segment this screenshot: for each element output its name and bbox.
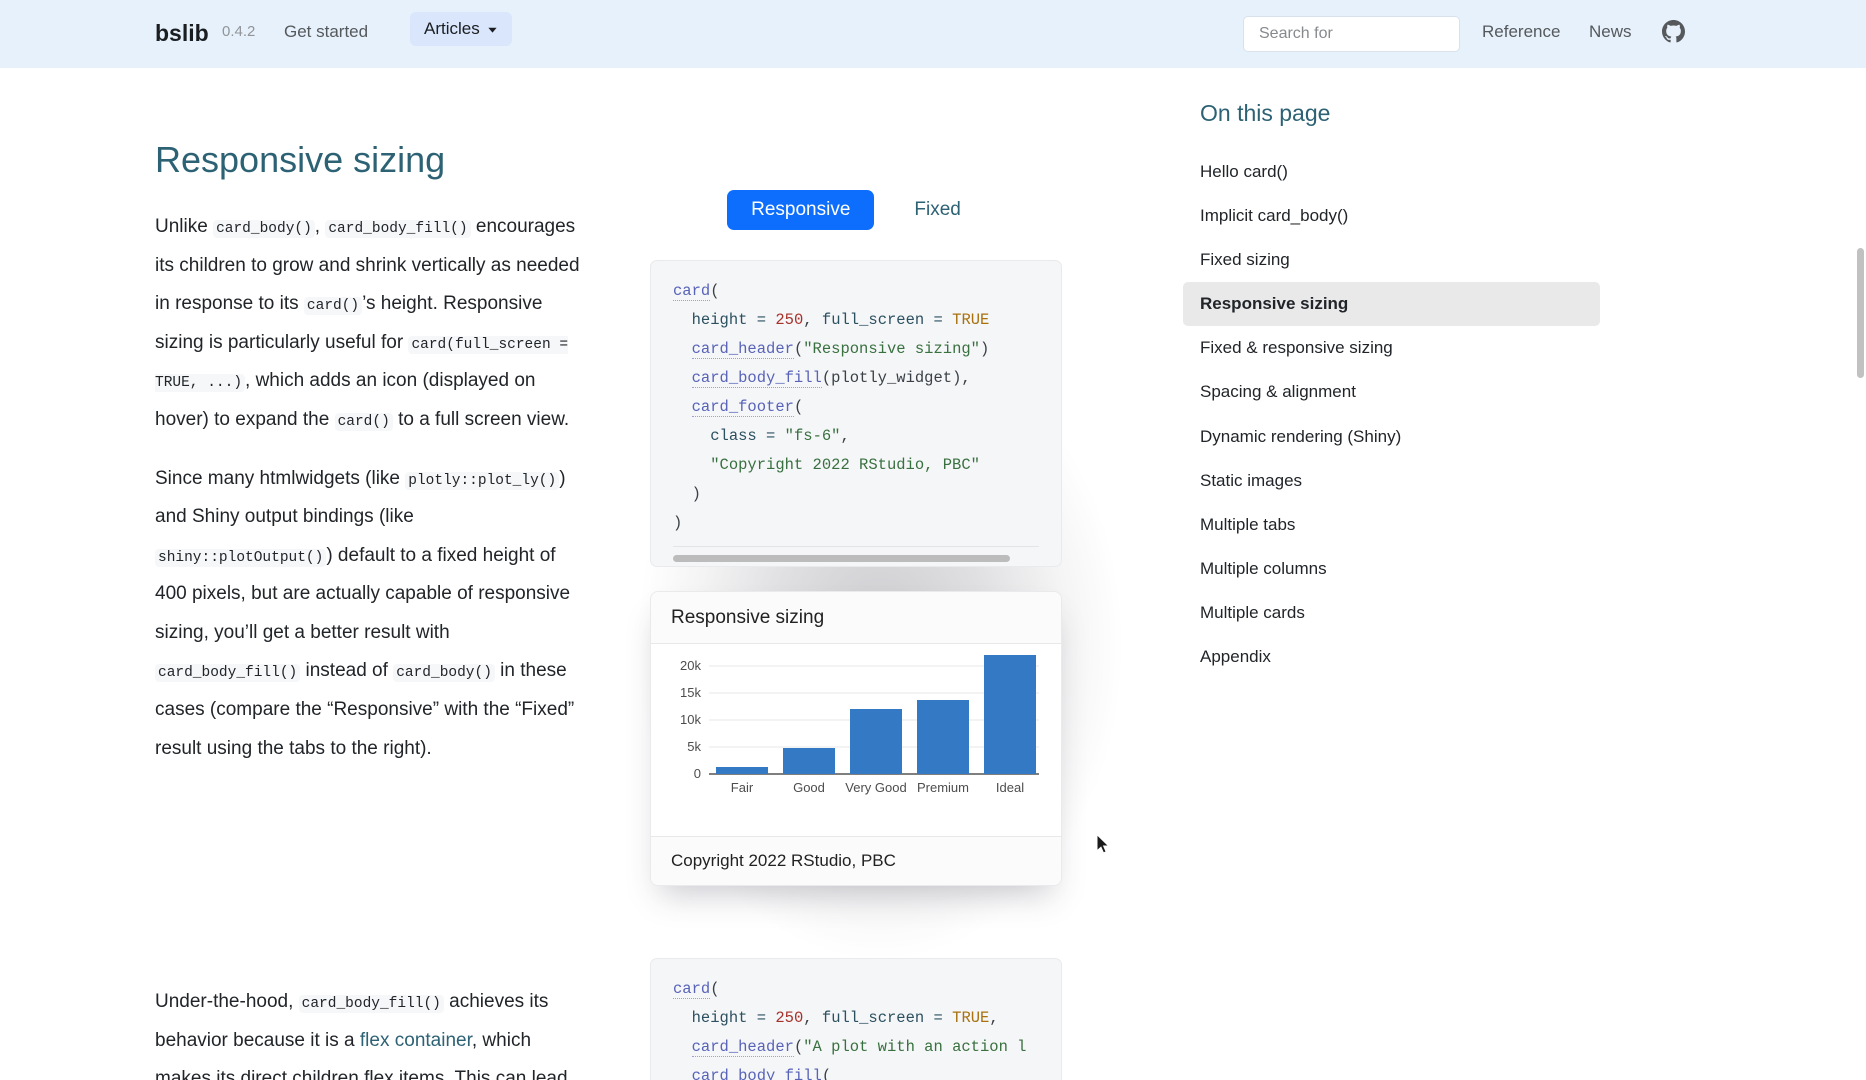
svg-text:Ideal: Ideal (996, 780, 1024, 795)
svg-text:10k: 10k (680, 712, 701, 727)
svg-text:Very Good: Very Good (845, 780, 906, 795)
svg-text:20k: 20k (680, 658, 701, 673)
svg-text:Fair: Fair (731, 780, 754, 795)
svg-text:Premium: Premium (917, 780, 969, 795)
svg-text:0: 0 (694, 766, 701, 781)
svg-text:15k: 15k (680, 685, 701, 700)
svg-text:Good: Good (793, 780, 825, 795)
svg-text:5k: 5k (687, 739, 701, 754)
